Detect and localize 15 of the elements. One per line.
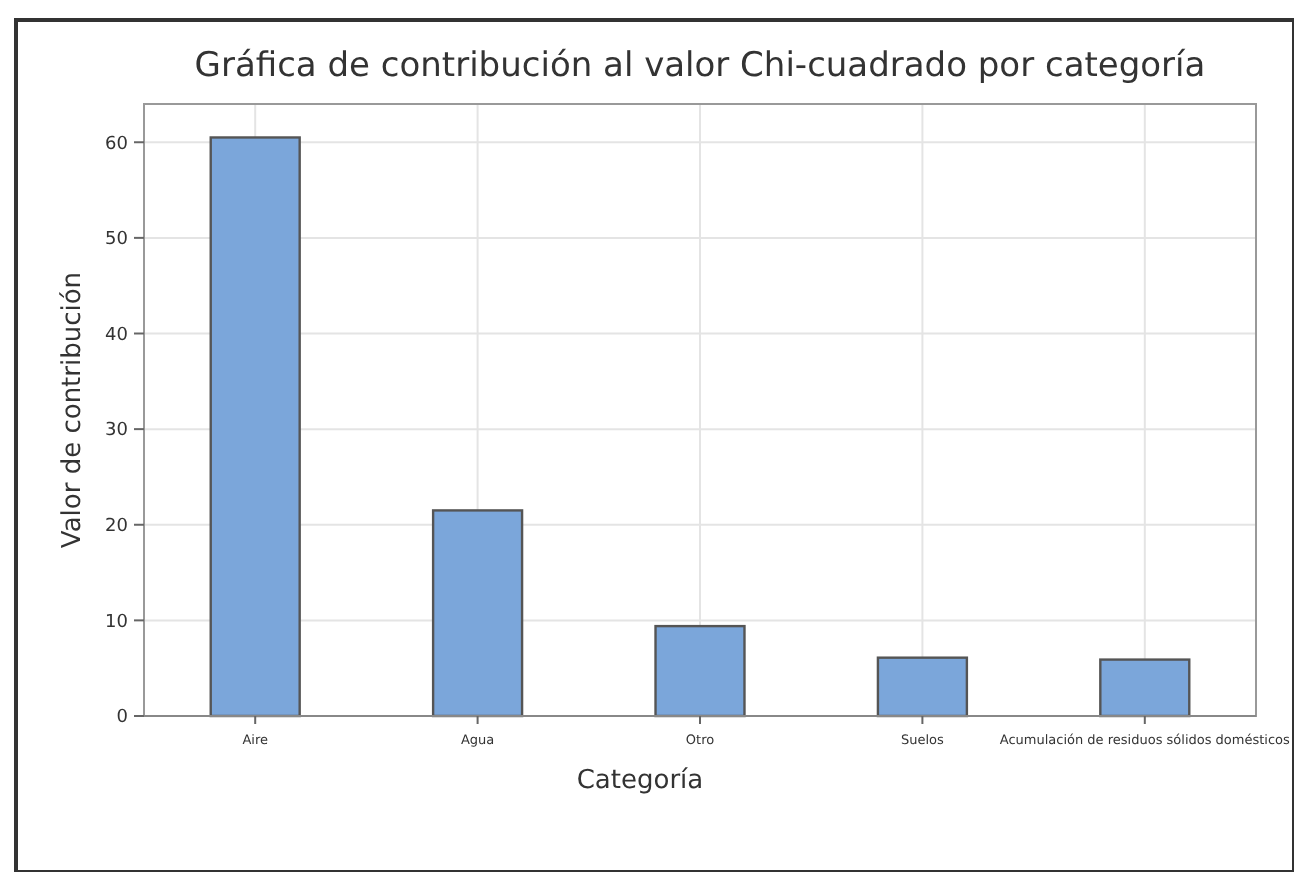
bar (1099, 658, 1191, 718)
y-tick-label: 60 (105, 134, 129, 155)
y-tick-label: 20 (105, 517, 129, 538)
y-tick-label: 50 (105, 230, 129, 251)
bar (654, 624, 746, 718)
x-axis-title: Categoría (576, 766, 704, 796)
y-tick-label: 0 (116, 708, 129, 729)
chart-title: Gráfica de contribución al valor Chi-cuadrado por categoría (194, 46, 1206, 86)
y-tick-label: 40 (105, 325, 129, 346)
y-axis-title: Valor de contribución (58, 271, 88, 549)
bar (209, 136, 301, 718)
y-tick-label: 10 (105, 612, 129, 633)
bar (431, 509, 524, 718)
y-tick-label: 30 (105, 421, 129, 442)
bar (876, 656, 969, 718)
